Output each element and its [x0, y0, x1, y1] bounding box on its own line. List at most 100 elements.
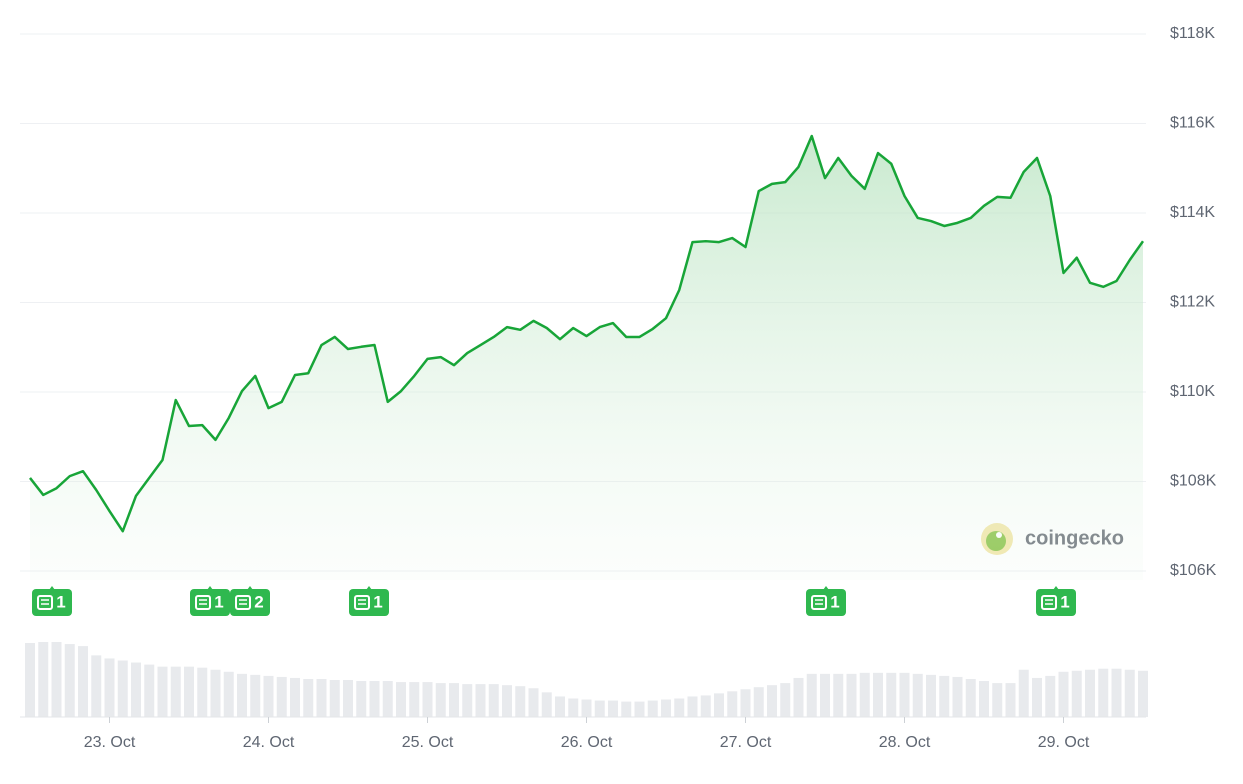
volume-bar: [793, 677, 804, 717]
volume-bar: [714, 693, 724, 717]
x-tick-label: 24. Oct: [243, 734, 295, 751]
volume-bar: [806, 673, 817, 717]
volume-bar: [223, 671, 234, 717]
volume-bar: [992, 683, 1003, 717]
volume-bar: [475, 684, 486, 717]
volume-bar: [621, 701, 632, 717]
volume-bar: [541, 692, 552, 717]
volume-bar: [237, 673, 247, 717]
volume-bar: [197, 667, 208, 717]
volume-bar: [396, 682, 406, 717]
volume-bar: [449, 683, 459, 717]
volume-bar: [740, 689, 751, 717]
volume-bar: [78, 646, 88, 717]
news-badge[interactable]: 1: [806, 586, 846, 616]
badge-count: 2: [254, 592, 263, 611]
badge-icon: [811, 595, 827, 610]
volume-bar: [462, 684, 473, 717]
volume-bar: [356, 681, 367, 717]
x-tick-label: 27. Oct: [720, 734, 772, 751]
volume-bar: [528, 688, 539, 717]
volume-bar: [144, 664, 155, 717]
volume-bar: [51, 642, 62, 717]
badge-count: 1: [214, 592, 223, 611]
volume-bar: [1098, 668, 1109, 717]
news-badge[interactable]: 1: [1036, 586, 1076, 616]
x-tick-label: 26. Oct: [561, 734, 613, 751]
y-tick-label: $112K: [1170, 294, 1215, 311]
volume-bar: [820, 673, 830, 717]
badge-icon: [235, 595, 251, 610]
news-badge[interactable]: 2: [230, 586, 270, 616]
badge-icon: [354, 595, 370, 610]
volume-bar: [38, 642, 49, 717]
y-tick-label: $116K: [1170, 115, 1215, 132]
badge-icon: [37, 595, 53, 610]
volume-bar: [210, 669, 221, 717]
volume-bar: [170, 666, 181, 717]
badge-count: 1: [830, 592, 839, 611]
volume-bar: [899, 672, 910, 717]
news-badge[interactable]: 1: [349, 586, 389, 616]
volume-bar: [515, 686, 526, 717]
x-tick-label: 23. Oct: [84, 734, 136, 751]
volume-bar: [1058, 671, 1069, 717]
volume-bar: [1124, 669, 1135, 717]
volume-bar: [647, 700, 658, 717]
volume-bar: [329, 680, 340, 717]
volume-bar: [886, 672, 897, 717]
volume-bar: [700, 695, 711, 717]
volume-bar: [767, 685, 777, 717]
price-area: [30, 136, 1143, 580]
volume-bar: [184, 666, 194, 717]
volume-bar: [276, 676, 287, 717]
volume-bar: [965, 678, 976, 717]
volume-bar: [661, 699, 671, 717]
volume-bar: [1111, 668, 1122, 717]
volume-bar: [1005, 683, 1016, 717]
volume-bar: [1085, 669, 1095, 717]
volume-bar: [926, 674, 936, 717]
volume-bar: [316, 678, 327, 717]
volume-bar: [753, 687, 764, 717]
badge-count: 1: [373, 592, 382, 611]
volume-bar: [1032, 677, 1042, 717]
volume-bar: [1071, 670, 1082, 717]
x-tick-label: 28. Oct: [879, 734, 931, 751]
volume-bar: [343, 680, 353, 717]
x-tick-label: 25. Oct: [402, 734, 454, 751]
news-badge[interactable]: 1: [190, 586, 230, 616]
volume-bar: [64, 644, 75, 717]
volume-bar: [422, 682, 433, 717]
volume-bar: [369, 681, 380, 717]
volume-bar: [833, 673, 844, 717]
badge-count: 1: [1060, 592, 1069, 611]
badge-icon: [1041, 595, 1057, 610]
volume-bar: [290, 677, 300, 717]
volume-bar: [117, 660, 128, 717]
volume-bar: [634, 701, 645, 717]
volume-bar: [263, 675, 274, 717]
volume-bar: [435, 683, 446, 717]
volume-bar: [979, 681, 989, 717]
volume-bar: [727, 691, 738, 717]
volume-bar: [25, 643, 35, 717]
volume-bar: [846, 673, 857, 717]
news-badge[interactable]: 1: [32, 586, 72, 616]
y-tick-label: $114K: [1170, 204, 1215, 221]
volume-bar: [303, 678, 314, 717]
volume-bar: [674, 698, 685, 717]
price-line: [29, 134, 1145, 533]
volume-bar: [91, 655, 102, 717]
volume-bar: [780, 683, 791, 717]
x-tick-label: 29. Oct: [1038, 734, 1090, 751]
y-tick-label: $108K: [1170, 473, 1217, 490]
volume-bar: [952, 676, 963, 717]
volume-bar: [488, 684, 499, 717]
volume-bar: [581, 699, 592, 717]
y-tick-label: $118K: [1170, 25, 1215, 42]
volume-bar: [939, 675, 950, 717]
volume-bar: [568, 698, 579, 717]
volume-bar: [1045, 675, 1056, 717]
volume-bar: [1018, 669, 1029, 717]
